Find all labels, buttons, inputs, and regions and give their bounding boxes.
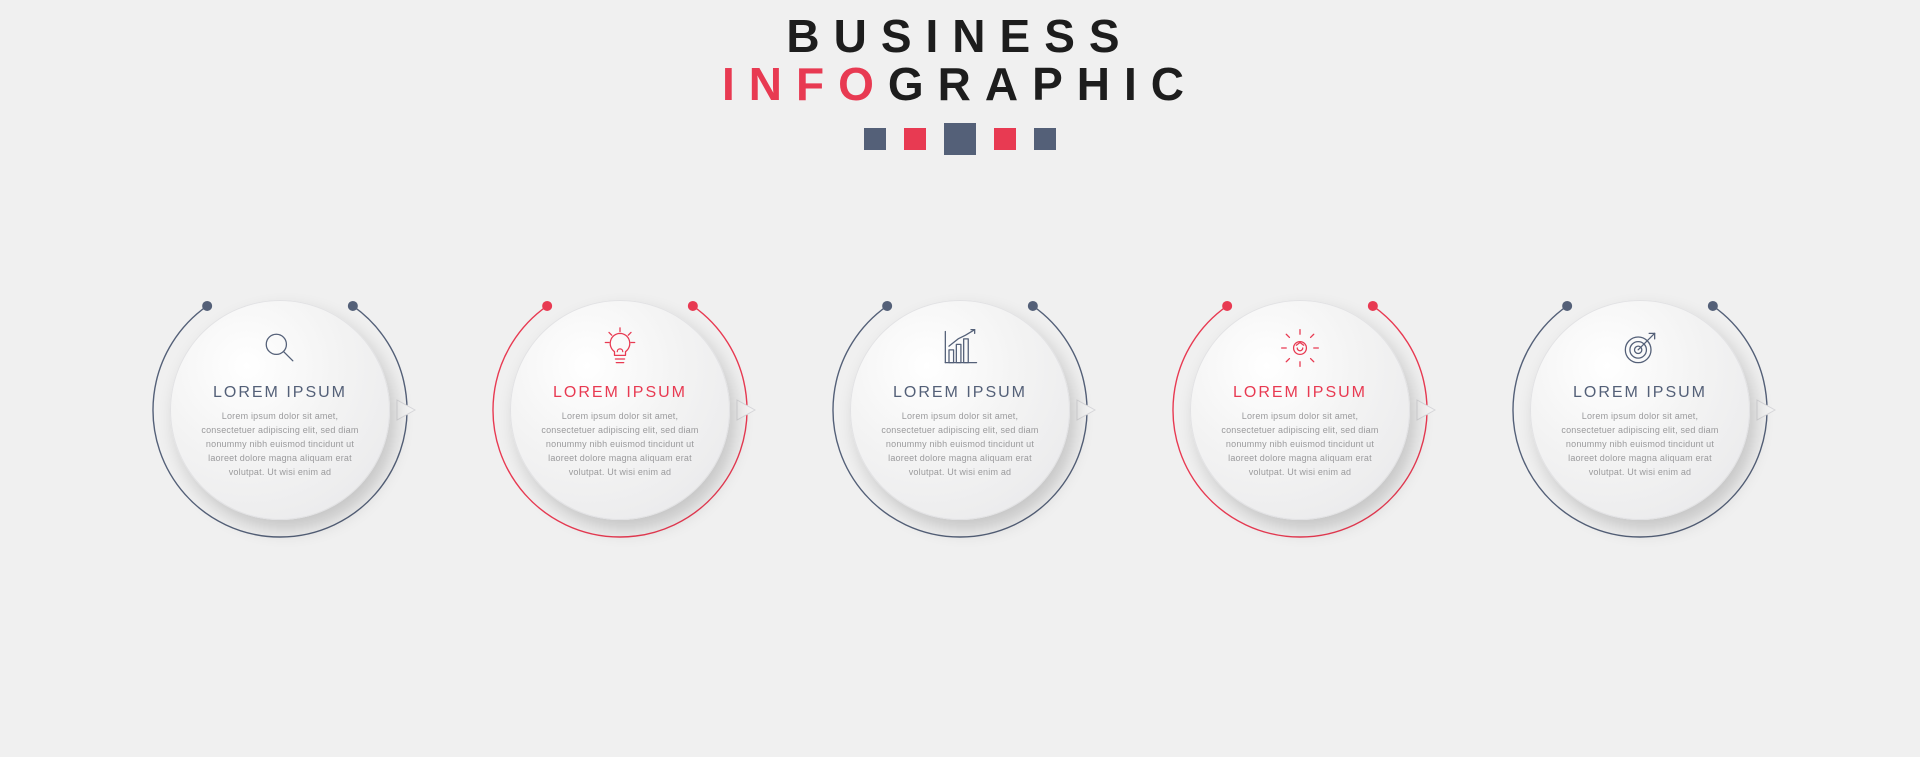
step-disc: LOREM IPSUM Lorem ipsum dolor sit amet, …	[1530, 300, 1750, 520]
step-title: LOREM IPSUM	[1233, 384, 1367, 402]
step-title: LOREM IPSUM	[213, 384, 347, 402]
bar-chart-icon	[938, 322, 982, 374]
step-item: LOREM IPSUM Lorem ipsum dolor sit amet, …	[830, 280, 1090, 560]
gear-icon	[1278, 322, 1322, 374]
step-disc: LOREM IPSUM Lorem ipsum dolor sit amet, …	[170, 300, 390, 520]
step-title: LOREM IPSUM	[893, 384, 1027, 402]
header: BUSINESS INFOGRAPHIC	[0, 12, 1920, 155]
step-body: Lorem ipsum dolor sit amet, consectetuer…	[536, 410, 704, 480]
step-body: Lorem ipsum dolor sit amet, consectetuer…	[196, 410, 364, 480]
step-item: LOREM IPSUM Lorem ipsum dolor sit amet, …	[150, 280, 410, 560]
decor-square	[904, 128, 926, 150]
step-title: LOREM IPSUM	[553, 384, 687, 402]
decor-square	[994, 128, 1016, 150]
step-item: LOREM IPSUM Lorem ipsum dolor sit amet, …	[1170, 280, 1430, 560]
steps-row: LOREM IPSUM Lorem ipsum dolor sit amet, …	[0, 280, 1920, 560]
step-disc: LOREM IPSUM Lorem ipsum dolor sit amet, …	[850, 300, 1070, 520]
title-line-1: BUSINESS	[0, 12, 1920, 60]
title-line-2: INFOGRAPHIC	[0, 60, 1920, 108]
step-body: Lorem ipsum dolor sit amet, consectetuer…	[876, 410, 1044, 480]
bulb-icon	[598, 322, 642, 374]
magnifier-icon	[258, 322, 302, 374]
decor-square	[944, 123, 976, 155]
decor-square	[1034, 128, 1056, 150]
target-icon	[1618, 322, 1662, 374]
decor-square	[864, 128, 886, 150]
title-accent: INFO	[722, 58, 888, 110]
decor-squares	[0, 123, 1920, 155]
step-disc: LOREM IPSUM Lorem ipsum dolor sit amet, …	[1190, 300, 1410, 520]
step-title: LOREM IPSUM	[1573, 384, 1707, 402]
step-disc: LOREM IPSUM Lorem ipsum dolor sit amet, …	[510, 300, 730, 520]
step-body: Lorem ipsum dolor sit amet, consectetuer…	[1556, 410, 1724, 480]
step-body: Lorem ipsum dolor sit amet, consectetuer…	[1216, 410, 1384, 480]
step-item: LOREM IPSUM Lorem ipsum dolor sit amet, …	[490, 280, 750, 560]
step-item: LOREM IPSUM Lorem ipsum dolor sit amet, …	[1510, 280, 1770, 560]
title-rest: GRAPHIC	[888, 58, 1198, 110]
